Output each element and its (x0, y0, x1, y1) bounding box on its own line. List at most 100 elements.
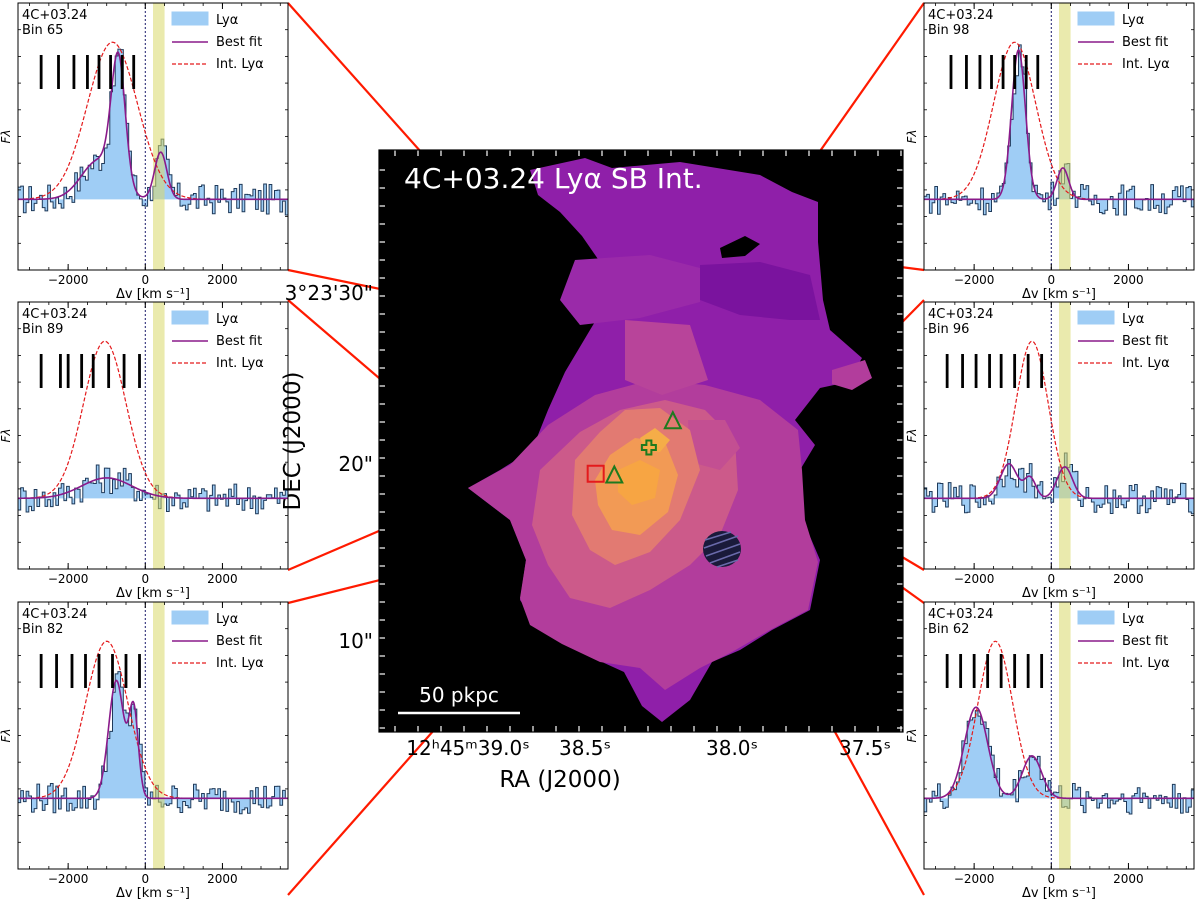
legend-entry: Lyα (216, 312, 238, 327)
y-axis-label: Fλ (0, 129, 13, 143)
panel-legend: Lyα Best fit Int. Lyα (1077, 11, 1170, 72)
absorber-band (1059, 3, 1071, 270)
x-tick-label: 0 (141, 572, 149, 586)
x-axis-label: Δv [km s⁻¹] (116, 586, 190, 601)
map-marker-triangle (604, 464, 624, 484)
map-ticks (379, 150, 903, 732)
absorber-band (1059, 302, 1071, 569)
map-title: 4C+03.24 Lyα SB Int. (404, 162, 703, 195)
ra-tick-label: 38.0ˢ (706, 736, 758, 760)
dec-tick-label: 10" (338, 629, 373, 653)
x-tick-label: 0 (1047, 572, 1055, 586)
panel-bin-label: Bin 65 (22, 23, 63, 38)
lya-flux-fill (924, 710, 1194, 814)
best-fit-curve (18, 477, 288, 500)
panel-legend: Lyα Best fit Int. Lyα (171, 610, 264, 671)
legend-swatch-lya (171, 310, 209, 325)
panel-source-label: 4C+03.24 (22, 307, 87, 322)
map-x-axis-label: RA (J2000) (499, 767, 620, 793)
x-tick-label: 0 (1047, 872, 1055, 886)
map-marker-square (586, 464, 605, 483)
legend-entry: Lyα (1122, 13, 1144, 28)
best-fit-curve (924, 49, 1194, 201)
x-axis-label: Δv [km s⁻¹] (1022, 586, 1096, 601)
absorber-band (153, 302, 165, 569)
map-marker-triangle (663, 410, 683, 430)
x-tick-label: 2000 (207, 572, 238, 586)
dec-tick-label: 20" (338, 452, 373, 476)
x-tick-label: −2000 (48, 872, 89, 886)
ra-tick-label: 38.5ˢ (559, 736, 611, 760)
map-y-axis-label: DEC (J2000) (280, 372, 306, 511)
lya-flux-fill (18, 671, 288, 814)
legend-entry: Int. Lyα (1122, 57, 1170, 72)
x-axis-label: Δv [km s⁻¹] (1022, 287, 1096, 302)
ra-tick-label: 12ʰ45ᵐ39.0ˢ (406, 736, 529, 760)
legend-entry: Lyα (1122, 312, 1144, 327)
x-axis-label: Δv [km s⁻¹] (1022, 886, 1096, 900)
legend-entry: Best fit (1122, 634, 1168, 649)
legend-entry: Int. Lyα (1122, 656, 1170, 671)
x-tick-label: −2000 (48, 572, 89, 586)
panel-bin-label: Bin 96 (928, 322, 969, 337)
panel-legend: Lyα Best fit Int. Lyα (171, 310, 264, 371)
dec-tick-label: 3°23'30" (285, 281, 373, 305)
panel-source-label: 4C+03.24 (928, 8, 993, 23)
y-axis-label: Fλ (0, 428, 13, 442)
x-tick-label: 2000 (207, 273, 238, 287)
scalebar-label: 50 pkpc (419, 683, 499, 707)
x-tick-label: −2000 (48, 273, 89, 287)
legend-swatch-lya (1077, 310, 1115, 325)
best-fit-curve (924, 462, 1194, 500)
ra-tick-label: 37.5ˢ (839, 736, 891, 760)
x-tick-label: 2000 (207, 872, 238, 886)
panel-bin-label: Bin 98 (928, 23, 969, 38)
absorber-band (153, 602, 165, 869)
x-tick-label: 0 (1047, 273, 1055, 287)
absorber-band (1059, 602, 1071, 869)
x-tick-label: −2000 (954, 572, 995, 586)
panel-source-label: 4C+03.24 (22, 607, 87, 622)
legend-entry: Lyα (1122, 612, 1144, 627)
y-axis-label: Fλ (905, 428, 919, 442)
legend-swatch-lya (1077, 11, 1115, 26)
x-axis-label: Δv [km s⁻¹] (116, 287, 190, 302)
panel-legend: Lyα Best fit Int. Lyα (1077, 610, 1170, 671)
panel-bin-label: Bin 89 (22, 322, 63, 337)
map-markers (586, 410, 683, 484)
x-tick-label: −2000 (954, 273, 995, 287)
legend-entry: Lyα (216, 612, 238, 627)
legend-entry: Int. Lyα (1122, 356, 1170, 371)
panel-source-label: 4C+03.24 (22, 8, 87, 23)
panel-legend: Lyα Best fit Int. Lyα (171, 11, 264, 72)
map-marker-cross (640, 439, 657, 456)
best-fit-curve (18, 51, 288, 201)
legend-entry: Lyα (216, 13, 238, 28)
x-tick-label: 2000 (1113, 273, 1144, 287)
legend-swatch-lya (171, 610, 209, 625)
x-tick-label: 0 (141, 273, 149, 287)
legend-swatch-lya (1077, 610, 1115, 625)
panel-source-label: 4C+03.24 (928, 307, 993, 322)
x-tick-label: −2000 (954, 872, 995, 886)
panel-source-label: 4C+03.24 (928, 607, 993, 622)
dec-tick-labels: 3°23'30" 20" 10" (285, 281, 373, 653)
legend-entry: Int. Lyα (216, 57, 264, 72)
x-tick-label: 2000 (1113, 872, 1144, 886)
x-tick-label: 2000 (1113, 572, 1144, 586)
beam-ellipse (703, 531, 741, 568)
lya-nebula (468, 158, 872, 722)
ra-tick-labels: 12ʰ45ᵐ39.0ˢ 38.5ˢ 38.0ˢ 37.5ˢ (406, 736, 891, 760)
legend-swatch-lya (171, 11, 209, 26)
legend-entry: Int. Lyα (216, 656, 264, 671)
y-axis-label: Fλ (905, 728, 919, 742)
legend-entry: Best fit (1122, 35, 1168, 50)
central-map: 50 pkpc 4C+03.24 Lyα SB Int. RA (J2000) … (280, 149, 904, 793)
